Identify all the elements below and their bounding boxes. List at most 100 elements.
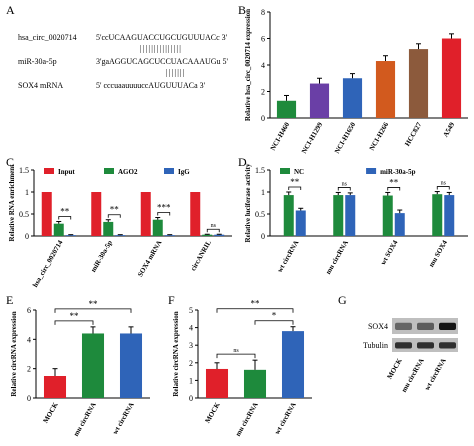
chart-d-bar [345, 195, 356, 236]
chart-e-significance-bracket [54, 308, 132, 313]
seq-name: miR-30a-5p [18, 57, 57, 66]
chart-c-bar [115, 235, 126, 236]
chart-c-bar [65, 235, 76, 236]
blot-band [395, 342, 412, 349]
chart-c-bar [190, 192, 201, 236]
chart-f-bar [243, 369, 267, 398]
panel-label-c: C [6, 155, 14, 169]
chart-c-bar [53, 223, 64, 236]
chart-c-significance-bracket [58, 216, 72, 220]
chart-d-bar [394, 213, 405, 236]
chart-c-x-tick-label: SOX4 mRNA [136, 239, 163, 278]
base-pair-lines: ||||||| [166, 68, 186, 77]
chart-e-significance-label: ** [70, 311, 80, 321]
sequence-text: 5' cccuaauuuuccAUGUUUACa 3' [96, 81, 206, 90]
chart-f-significance-bracket [254, 320, 294, 325]
seq-name: hsa_circ_0020714 [18, 33, 77, 42]
panel-label-d: D [238, 155, 247, 169]
chart-c-significance-bracket [107, 214, 121, 218]
panel-label-f: F [168, 293, 175, 307]
chart-f-significance-bracket [216, 308, 294, 313]
chart-b-y-tick-label: 4 [261, 61, 265, 70]
chart-f-y-tick-label: 1 [189, 376, 193, 385]
chart-d-legend-label: miR-30a-5p [380, 168, 415, 176]
chart-c-bar [140, 192, 151, 236]
chart-d-bar [444, 195, 455, 236]
chart-d-significance-bracket [436, 186, 450, 190]
chart-c-x-tick-label: miR-30a-5p [89, 239, 114, 274]
chart-c-y-tick-label: 1 [25, 188, 29, 197]
chart-c-y-axis-label: Relative RNA enrichment [8, 164, 16, 242]
blot-lane-label: MOCK [386, 357, 404, 381]
chart-c-legend-label: AGO2 [118, 168, 138, 176]
chart-d-significance-label: ns [441, 181, 447, 187]
chart-e-significance-label: ** [89, 299, 99, 309]
chart-f-y-tick-label: 4 [189, 324, 193, 333]
chart-b-y-tick-label: 8 [261, 8, 265, 17]
panel-label-b: B [238, 3, 246, 17]
chart-c-bar [202, 234, 213, 236]
chart-b-y-axis-label: Relative hsa_circ_0020714 expression [244, 9, 252, 121]
chart-d-x-tick-label: wt circRNA [276, 239, 301, 274]
chart-c-significance-label: ** [110, 205, 120, 215]
chart-f-x-tick-label: MOCK [204, 401, 222, 425]
chart-b-x-tick-label: NCI-H1299 [300, 121, 324, 155]
chart-c-legend-label: Input [58, 168, 75, 176]
chart-c-bar [152, 219, 163, 236]
chart-c-bar [214, 234, 225, 236]
blot-lane-label: mu circRNA [400, 357, 426, 394]
chart-c-bar [91, 192, 102, 236]
chart-b-bar [375, 61, 396, 118]
chart-e-y-tick-label: 0 [27, 394, 31, 403]
chart-e-x-tick-label: MOCK [42, 401, 60, 425]
chart-e-x-tick-label: wt circRNA [111, 401, 136, 436]
seq-name: SOX4 mRNA [18, 81, 63, 90]
chart-d-legend-swatch [366, 168, 377, 174]
chart-b-y-tick-label: 0 [261, 114, 265, 123]
chart-c-significance-bracket [206, 228, 220, 233]
blot-band [417, 322, 434, 330]
chart-d-bar [295, 210, 306, 236]
blot-band [395, 322, 412, 330]
chart-c-significance-label: ** [60, 206, 70, 216]
chart-f-significance-label: ns [233, 348, 239, 354]
chart-b-x-tick-label: A549 [442, 121, 457, 139]
chart-d-y-tick-label: 1.5 [255, 166, 265, 175]
chart-b-y-tick-label: 6 [261, 35, 265, 44]
chart-d-x-tick-label: mu SOX4 [427, 239, 449, 269]
blot-band [417, 342, 434, 349]
chart-d-legend-label: NC [294, 168, 304, 176]
chart-f-significance-bracket [216, 353, 256, 359]
chart-f-y-axis-label: Relative circRNA expression [172, 311, 180, 396]
base-pair-lines: ||||||||||||||| [140, 44, 182, 53]
blot-band [439, 322, 456, 330]
panel-label-a: A [6, 3, 15, 17]
blot-band-label: Tubulin [363, 341, 388, 350]
chart-f-significance-label: * [272, 311, 277, 321]
chart-c-y-tick-label: 0.5 [19, 210, 29, 219]
chart-d-bar [283, 195, 294, 236]
chart-c-legend-swatch [164, 168, 174, 174]
chart-e-bar [81, 333, 105, 398]
chart-e-bar [119, 333, 143, 398]
blot-lane-label: wt circRNA [423, 357, 448, 392]
chart-b-bar [441, 38, 462, 118]
chart-f-y-tick-label: 0 [189, 394, 193, 403]
chart-e-bar [43, 376, 67, 398]
chart-c-significance-bracket [157, 212, 171, 216]
chart-b-bar [342, 78, 363, 118]
chart-d-y-tick-label: 1 [261, 188, 265, 197]
chart-b-x-tick-label: NCI-H460 [269, 121, 292, 152]
chart-b-bar [309, 83, 330, 118]
chart-d-x-tick-label: wt SOX4 [379, 239, 400, 267]
chart-b-x-tick-label: NCI-H1650 [333, 121, 357, 155]
chart-c-bar [164, 235, 175, 236]
chart-d-x-tick-label: mu circRNA [324, 239, 350, 276]
chart-c-x-tick-label: circANRIL [189, 239, 213, 272]
chart-d-y-tick-label: 0 [261, 232, 265, 241]
chart-d-significance-label: ** [290, 177, 300, 187]
chart-e-significance-bracket [54, 320, 94, 325]
chart-c-legend-swatch [44, 168, 54, 174]
